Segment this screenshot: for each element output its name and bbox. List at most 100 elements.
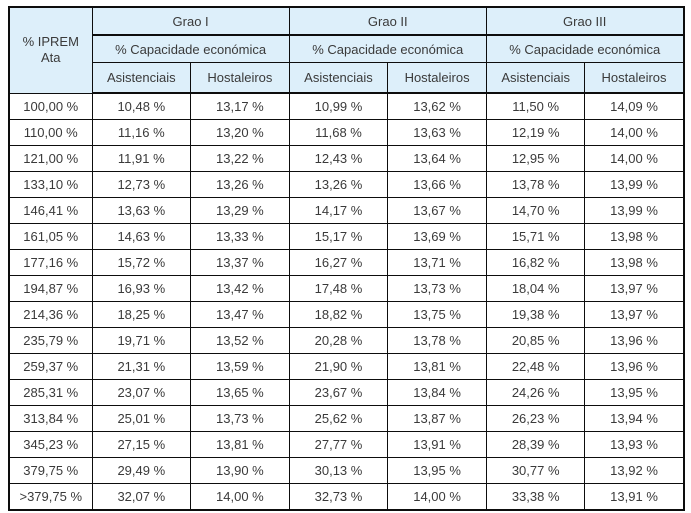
percentage-value-cell: 13,64 % (387, 145, 487, 172)
percentage-value-cell: 15,17 % (288, 223, 389, 250)
percentage-value-cell: 19,38 % (485, 301, 586, 328)
percentage-value-cell: 13,69 % (387, 223, 487, 250)
percentage-value-cell: 10,48 % (91, 92, 192, 120)
percentage-value-cell: 13,73 % (190, 405, 290, 432)
iprem-value-cell: 133,10 % (8, 171, 93, 198)
percentage-value-cell: 13,96 % (584, 353, 685, 380)
col-header-grao-iii-asistenciais: Asistenciais (485, 62, 586, 94)
percentage-value-cell: 26,23 % (485, 405, 586, 432)
percentage-value-cell: 11,16 % (91, 119, 192, 146)
percentage-value-cell: 22,48 % (485, 353, 586, 380)
table-row: 161,05 % 14,63 % 13,33 % 15,17 % 13,69 % 15,7… (8, 223, 685, 250)
iprem-value-cell: 345,23 % (8, 431, 93, 458)
iprem-value-cell: 379,75 % (8, 457, 93, 484)
col-header-grao-ii-hostaleiros: Hostaleiros (387, 62, 487, 94)
percentage-value-cell: 13,47 % (190, 301, 290, 328)
percentage-value-cell: 15,72 % (91, 249, 192, 276)
percentage-value-cell: 13,78 % (387, 327, 487, 354)
group-header-grao-i: Grao I (91, 6, 290, 36)
percentage-value-cell: 13,66 % (387, 171, 487, 198)
percentage-value-cell: 32,73 % (288, 483, 389, 511)
table-header: % IPREM Ata Grao I Grao II Grao III % Ca… (8, 6, 685, 94)
percentage-value-cell: 13,95 % (387, 457, 487, 484)
percentage-value-cell: 13,63 % (387, 119, 487, 146)
table-row: 379,75 % 29,49 % 13,90 % 30,13 % 13,95 % 30,7… (8, 457, 685, 484)
percentage-value-cell: 13,29 % (190, 197, 290, 224)
iprem-value-cell: 285,31 % (8, 379, 93, 406)
percentage-value-cell: 13,67 % (387, 197, 487, 224)
capacidade-economica-table: % IPREM Ata Grao I Grao II Grao III % Ca… (8, 6, 685, 511)
iprem-value-cell: 313,84 % (8, 405, 93, 432)
table-row: 100,00 % 10,48 % 13,17 % 10,99 % 13,62 % 11,5… (8, 92, 685, 120)
percentage-value-cell: 24,26 % (485, 379, 586, 406)
col-header-grao-iii-hostaleiros: Hostaleiros (584, 62, 685, 94)
table-row: 313,84 % 25,01 % 13,73 % 25,62 % 13,87 % 26,2… (8, 405, 685, 432)
percentage-value-cell: 32,07 % (91, 483, 192, 511)
percentage-value-cell: 27,77 % (288, 431, 389, 458)
table-row: 345,23 % 27,15 % 13,81 % 27,77 % 13,91 % 28,3… (8, 431, 685, 458)
percentage-value-cell: 13,42 % (190, 275, 290, 302)
iprem-value-cell: 121,00 % (8, 145, 93, 172)
percentage-value-cell: 11,68 % (288, 119, 389, 146)
percentage-value-cell: 13,97 % (584, 275, 685, 302)
subtitle-grao-iii: % Capacidade económica (485, 34, 685, 63)
percentage-value-cell: 25,01 % (91, 405, 192, 432)
col-header-grao-i-asistenciais: Asistenciais (91, 62, 192, 94)
percentage-value-cell: 12,95 % (485, 145, 586, 172)
iprem-header-line1: % IPREM (22, 34, 79, 50)
percentage-value-cell: 16,82 % (485, 249, 586, 276)
percentage-value-cell: 21,90 % (288, 353, 389, 380)
percentage-value-cell: 13,59 % (190, 353, 290, 380)
group-header-grao-ii: Grao II (288, 6, 487, 36)
table-row: 110,00 % 11,16 % 13,20 % 11,68 % 13,63 % 12,1… (8, 119, 685, 146)
col-header-grao-i-hostaleiros: Hostaleiros (190, 62, 290, 94)
percentage-value-cell: 13,62 % (387, 92, 487, 120)
percentage-value-cell: 13,95 % (584, 379, 685, 406)
header-group-row: % IPREM Ata Grao I Grao II Grao III (8, 6, 685, 94)
table-row: 177,16 % 15,72 % 13,37 % 16,27 % 13,71 % 16,8… (8, 249, 685, 276)
percentage-value-cell: 13,37 % (190, 249, 290, 276)
table-row: 259,37 % 21,31 % 13,59 % 21,90 % 13,81 % 22,4… (8, 353, 685, 380)
percentage-value-cell: 13,84 % (387, 379, 487, 406)
table-row: 214,36 % 18,25 % 13,47 % 18,82 % 13,75 % 19,3… (8, 301, 685, 328)
percentage-value-cell: 18,82 % (288, 301, 389, 328)
percentage-value-cell: 13,87 % (387, 405, 487, 432)
percentage-value-cell: 13,75 % (387, 301, 487, 328)
table-body: 100,00 % 10,48 % 13,17 % 10,99 % 13,62 % 11,5… (8, 92, 685, 511)
percentage-value-cell: 14,00 % (584, 119, 685, 146)
percentage-value-cell: 13,99 % (584, 171, 685, 198)
percentage-value-cell: 13,98 % (584, 223, 685, 250)
percentage-value-cell: 15,71 % (485, 223, 586, 250)
iprem-value-cell: 100,00 % (8, 92, 93, 120)
iprem-value-cell: 110,00 % (8, 119, 93, 146)
percentage-value-cell: 13,96 % (584, 327, 685, 354)
percentage-value-cell: 11,91 % (91, 145, 192, 172)
percentage-value-cell: 13,81 % (190, 431, 290, 458)
percentage-value-cell: 13,26 % (288, 171, 389, 198)
header-columns-row: Asistenciais Hostaleiros Asistenciais Ho… (9, 62, 685, 94)
percentage-value-cell: 13,73 % (387, 275, 487, 302)
percentage-value-cell: 13,92 % (584, 457, 685, 484)
percentage-value-cell: 13,91 % (387, 431, 487, 458)
percentage-value-cell: 21,31 % (91, 353, 192, 380)
percentage-value-cell: 13,26 % (190, 171, 290, 198)
table-row: 121,00 % 11,91 % 13,22 % 12,43 % 13,64 % 12,9… (8, 145, 685, 172)
table-row: >379,75 % 32,07 % 14,00 % 32,73 % 14,00 % 33,… (8, 483, 685, 511)
percentage-value-cell: 13,71 % (387, 249, 487, 276)
percentage-value-cell: 13,81 % (387, 353, 487, 380)
percentage-value-cell: 13,22 % (190, 145, 290, 172)
iprem-value-cell: >379,75 % (8, 483, 93, 511)
col-header-grao-ii-asistenciais: Asistenciais (288, 62, 389, 94)
percentage-value-cell: 14,63 % (91, 223, 192, 250)
percentage-value-cell: 13,52 % (190, 327, 290, 354)
percentage-value-cell: 14,70 % (485, 197, 586, 224)
percentage-value-cell: 28,39 % (485, 431, 586, 458)
table-row: 146,41 % 13,63 % 13,29 % 14,17 % 13,67 % 14,7… (8, 197, 685, 224)
percentage-value-cell: 14,17 % (288, 197, 389, 224)
iprem-value-cell: 161,05 % (8, 223, 93, 250)
table-row: 235,79 % 19,71 % 13,52 % 20,28 % 13,78 % 20,8… (8, 327, 685, 354)
percentage-value-cell: 13,20 % (190, 119, 290, 146)
percentage-value-cell: 18,25 % (91, 301, 192, 328)
percentage-value-cell: 13,17 % (190, 92, 290, 120)
